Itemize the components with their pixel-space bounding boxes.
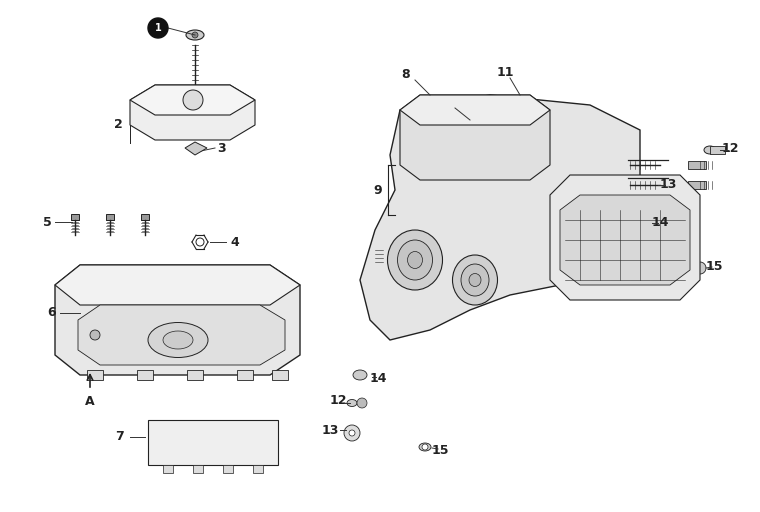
Ellipse shape (469, 273, 481, 287)
Ellipse shape (148, 323, 208, 357)
Text: 12: 12 (329, 394, 347, 407)
Text: A: A (478, 132, 488, 145)
FancyBboxPatch shape (106, 214, 114, 220)
FancyBboxPatch shape (253, 465, 263, 473)
Polygon shape (400, 95, 550, 180)
Circle shape (196, 238, 204, 246)
Polygon shape (360, 95, 640, 340)
Text: A: A (85, 395, 95, 408)
Circle shape (357, 398, 367, 408)
Circle shape (90, 330, 100, 340)
Polygon shape (550, 175, 700, 300)
Text: 14: 14 (651, 217, 669, 229)
Circle shape (694, 262, 706, 274)
Ellipse shape (397, 240, 432, 280)
Text: 6: 6 (48, 307, 56, 319)
Circle shape (349, 430, 355, 436)
FancyBboxPatch shape (141, 214, 149, 220)
Text: 7: 7 (116, 431, 125, 443)
FancyBboxPatch shape (710, 146, 725, 154)
FancyBboxPatch shape (148, 420, 278, 465)
Polygon shape (130, 85, 255, 140)
Text: 11: 11 (496, 66, 514, 78)
Ellipse shape (419, 443, 431, 451)
Polygon shape (55, 265, 300, 375)
Circle shape (192, 32, 198, 38)
Ellipse shape (407, 251, 423, 268)
Text: 8: 8 (402, 69, 410, 81)
Polygon shape (185, 142, 207, 155)
Polygon shape (78, 305, 285, 365)
Circle shape (422, 444, 428, 450)
Text: 12: 12 (721, 141, 739, 155)
Text: 2: 2 (114, 118, 122, 132)
Circle shape (344, 425, 360, 441)
Circle shape (641, 219, 649, 227)
Polygon shape (560, 195, 690, 285)
Text: 13: 13 (321, 423, 339, 437)
Text: 10: 10 (439, 94, 456, 106)
Text: 14: 14 (369, 372, 387, 385)
FancyBboxPatch shape (193, 465, 203, 473)
FancyBboxPatch shape (87, 370, 103, 380)
FancyBboxPatch shape (375, 248, 383, 266)
Text: 4: 4 (230, 236, 239, 248)
Ellipse shape (186, 30, 204, 40)
FancyBboxPatch shape (620, 160, 630, 170)
FancyBboxPatch shape (688, 161, 706, 169)
Ellipse shape (704, 146, 716, 154)
Ellipse shape (461, 264, 489, 296)
Text: 9: 9 (374, 183, 382, 197)
Circle shape (646, 181, 654, 189)
FancyBboxPatch shape (688, 181, 706, 189)
FancyBboxPatch shape (237, 370, 253, 380)
Polygon shape (55, 265, 300, 305)
FancyBboxPatch shape (187, 370, 203, 380)
Ellipse shape (638, 218, 652, 228)
Text: 3: 3 (217, 141, 226, 155)
Circle shape (183, 90, 203, 110)
Polygon shape (400, 95, 550, 125)
Circle shape (642, 177, 658, 193)
Ellipse shape (452, 255, 498, 305)
FancyBboxPatch shape (71, 214, 79, 220)
Ellipse shape (347, 399, 357, 407)
Ellipse shape (353, 370, 367, 380)
Text: 15: 15 (705, 261, 723, 273)
FancyBboxPatch shape (272, 370, 288, 380)
FancyBboxPatch shape (137, 370, 153, 380)
Ellipse shape (163, 331, 193, 349)
Circle shape (148, 18, 168, 38)
Text: 5: 5 (43, 216, 52, 228)
Text: 1: 1 (154, 23, 161, 33)
FancyBboxPatch shape (620, 180, 630, 190)
Text: 15: 15 (431, 443, 448, 457)
Ellipse shape (388, 230, 442, 290)
Text: 13: 13 (660, 179, 676, 191)
FancyBboxPatch shape (163, 465, 173, 473)
Polygon shape (130, 85, 255, 115)
FancyBboxPatch shape (223, 465, 233, 473)
